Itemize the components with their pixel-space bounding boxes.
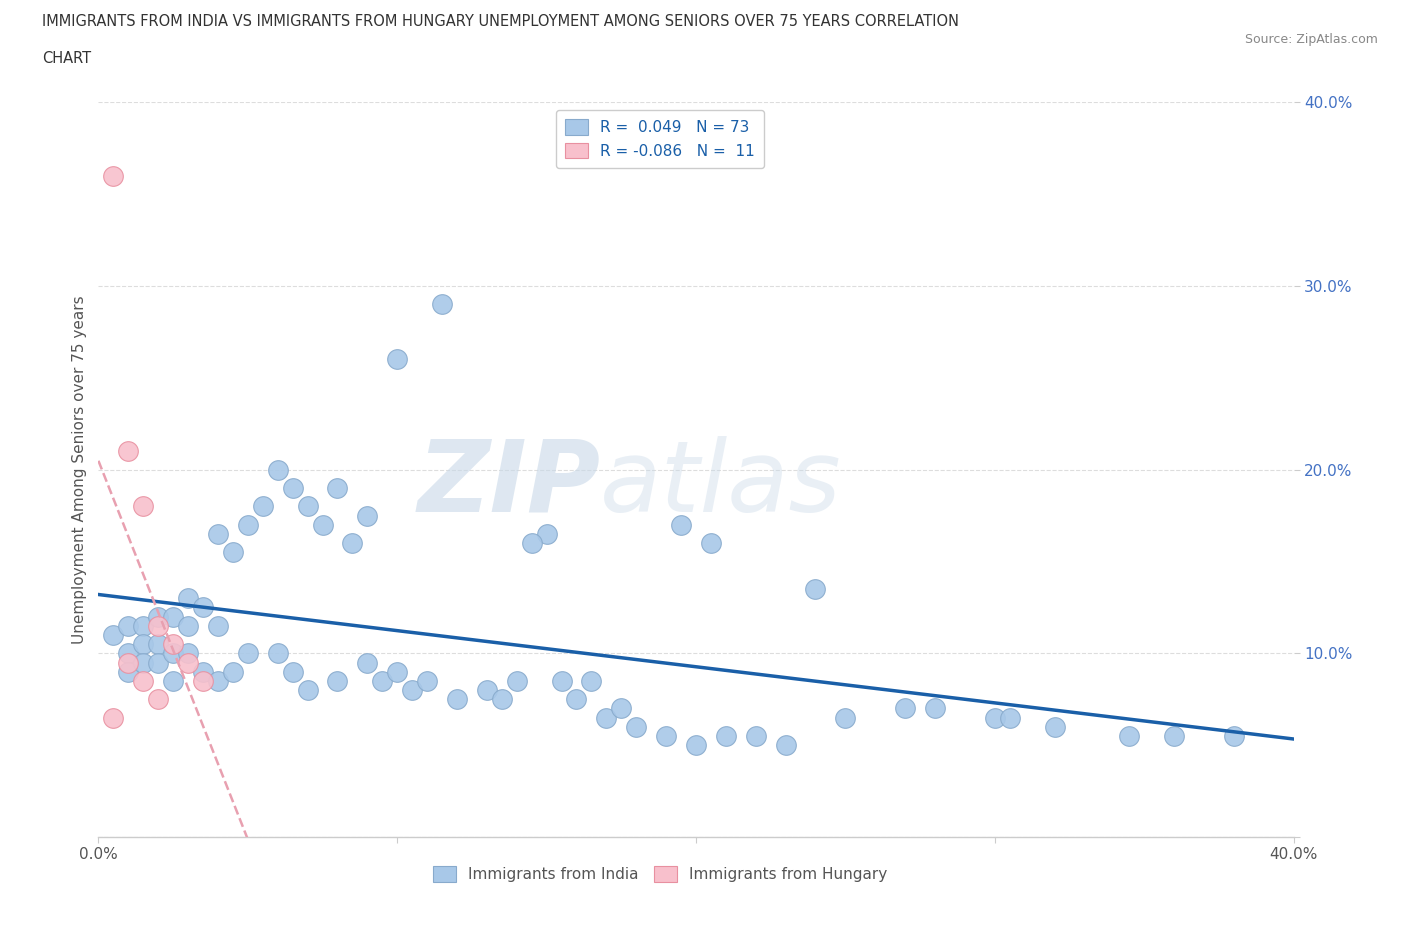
Point [162, 673, 184, 688]
Point [252, 498, 274, 513]
Point [894, 701, 917, 716]
Point [342, 536, 364, 551]
Point [626, 720, 648, 735]
Point [132, 655, 155, 670]
Text: IMMIGRANTS FROM INDIA VS IMMIGRANTS FROM HUNGARY UNEMPLOYMENT AMONG SENIORS OVER: IMMIGRANTS FROM INDIA VS IMMIGRANTS FROM… [42, 14, 959, 29]
Point [236, 645, 259, 660]
Point [148, 618, 170, 633]
Text: ZIP: ZIP [418, 436, 600, 533]
Point [385, 664, 409, 679]
Point [222, 545, 245, 560]
Point [1223, 728, 1246, 743]
Point [117, 655, 139, 670]
Point [775, 737, 797, 752]
Point [326, 481, 349, 496]
Point [267, 462, 290, 477]
Point [745, 728, 768, 743]
Point [475, 683, 498, 698]
Point [804, 581, 827, 596]
Point [385, 352, 409, 367]
Point [984, 711, 1007, 725]
Text: atlas: atlas [600, 436, 842, 533]
Point [565, 692, 588, 707]
Point [610, 701, 633, 716]
Point [132, 673, 155, 688]
Point [222, 664, 245, 679]
Point [177, 618, 200, 633]
Point [148, 609, 170, 624]
Point [177, 591, 200, 605]
Point [117, 645, 139, 660]
Point [162, 645, 184, 660]
Point [117, 444, 139, 458]
Point [162, 637, 184, 652]
Point [520, 536, 543, 551]
Point [236, 517, 259, 532]
Point [416, 673, 439, 688]
Point [595, 711, 617, 725]
Point [685, 737, 707, 752]
Legend: Immigrants from India, Immigrants from Hungary: Immigrants from India, Immigrants from H… [427, 860, 893, 888]
Point [207, 618, 229, 633]
Point [536, 526, 558, 541]
Point [191, 600, 214, 615]
Point [506, 673, 529, 688]
Point [356, 655, 378, 670]
Point [1043, 720, 1066, 735]
Point [191, 673, 214, 688]
Point [297, 683, 319, 698]
Point [103, 168, 125, 183]
Point [446, 692, 468, 707]
Point [132, 498, 155, 513]
Point [491, 692, 513, 707]
Point [311, 517, 333, 532]
Point [132, 637, 155, 652]
Point [356, 508, 378, 523]
Point [177, 655, 200, 670]
Point [371, 673, 394, 688]
Point [162, 609, 184, 624]
Text: CHART: CHART [42, 51, 91, 66]
Y-axis label: Unemployment Among Seniors over 75 years: Unemployment Among Seniors over 75 years [72, 296, 87, 644]
Point [655, 728, 678, 743]
Point [326, 673, 349, 688]
Point [281, 664, 304, 679]
Point [207, 526, 229, 541]
Point [924, 701, 946, 716]
Point [581, 673, 603, 688]
Point [401, 683, 423, 698]
Point [267, 645, 290, 660]
Point [430, 297, 453, 312]
Point [207, 673, 229, 688]
Point [700, 536, 723, 551]
Point [103, 628, 125, 643]
Point [1118, 728, 1140, 743]
Point [148, 637, 170, 652]
Point [669, 517, 692, 532]
Point [297, 498, 319, 513]
Point [148, 692, 170, 707]
Point [132, 618, 155, 633]
Point [834, 711, 856, 725]
Point [281, 481, 304, 496]
Point [103, 711, 125, 725]
Point [177, 645, 200, 660]
Text: Source: ZipAtlas.com: Source: ZipAtlas.com [1244, 33, 1378, 46]
Point [117, 664, 139, 679]
Point [148, 655, 170, 670]
Point [550, 673, 572, 688]
Point [998, 711, 1021, 725]
Point [714, 728, 737, 743]
Point [117, 618, 139, 633]
Point [191, 664, 214, 679]
Point [1163, 728, 1185, 743]
